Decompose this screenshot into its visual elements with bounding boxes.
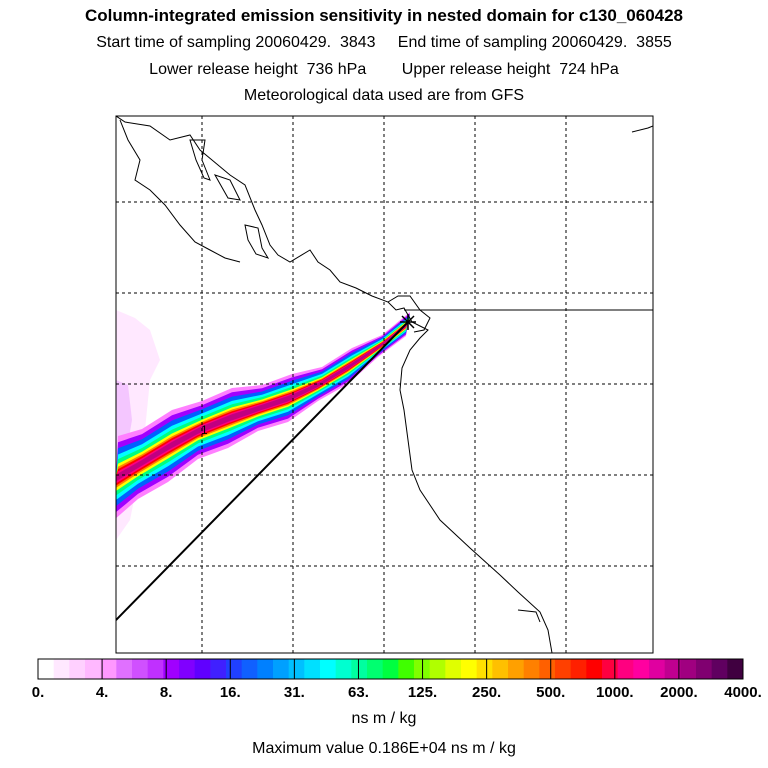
colorbar-frame bbox=[37, 658, 744, 680]
colorbar-cell bbox=[53, 659, 70, 679]
colorbar-cell bbox=[649, 659, 666, 679]
trajectory-line bbox=[116, 321, 409, 621]
sensitivity-plume bbox=[116, 312, 410, 519]
bay-outline bbox=[387, 295, 431, 333]
colorbar-tick-label: 8. bbox=[159, 684, 173, 701]
colorbar-cell bbox=[445, 659, 462, 679]
colorbar-cell bbox=[570, 659, 587, 679]
colorbar-cell bbox=[85, 659, 102, 679]
colorbar-cell bbox=[147, 659, 164, 679]
colorbar-cell bbox=[38, 659, 55, 679]
colorbar-cell bbox=[179, 659, 196, 679]
map-content bbox=[116, 116, 653, 653]
colorbar bbox=[37, 658, 744, 680]
colorbar-cell bbox=[304, 659, 321, 679]
colorbar-tick-label: 16. bbox=[219, 684, 241, 701]
colorbar-cell bbox=[664, 659, 681, 679]
colorbar-units: ns m / kg bbox=[351, 710, 417, 727]
colorbar-cell bbox=[461, 659, 478, 679]
colorbar-cell bbox=[696, 659, 713, 679]
release-point-star bbox=[400, 314, 416, 330]
colorbar-cell bbox=[711, 659, 728, 679]
colorbar-cell bbox=[367, 659, 384, 679]
colorbar-tick-label: 250. bbox=[472, 684, 502, 701]
colorbar-cell bbox=[523, 659, 540, 679]
maximum-value: Maximum value 0.186E+04 ns m / kg bbox=[252, 740, 516, 757]
colorbar-cell bbox=[116, 659, 133, 679]
colorbar-cell bbox=[335, 659, 352, 679]
upper-release-label: Upper release height bbox=[401, 61, 551, 78]
lower-release-label: Lower release height bbox=[149, 61, 298, 78]
colorbar-cell bbox=[429, 659, 446, 679]
colorbar-cell bbox=[586, 659, 603, 679]
colorbar-cell bbox=[398, 659, 415, 679]
colorbar-cell bbox=[288, 659, 305, 679]
island-outline-2 bbox=[213, 174, 241, 201]
sampling-times: Start time of sampling 20060429. 3843 En… bbox=[0, 34, 768, 52]
colorbar-cell bbox=[508, 659, 525, 679]
colorbar-cell bbox=[414, 659, 431, 679]
map-title: Column-integrated emission sensitivity i… bbox=[84, 6, 684, 25]
colorbar-cell bbox=[273, 659, 290, 679]
inland-coast bbox=[119, 119, 241, 263]
colorbar-cell bbox=[132, 659, 149, 679]
colorbar-cell bbox=[602, 659, 619, 679]
colorbar-tick-label: 1000. bbox=[596, 684, 634, 701]
colorbar-cell bbox=[492, 659, 509, 679]
start-time-value: 20060429. 3843 bbox=[255, 34, 376, 51]
colorbar-cell bbox=[680, 659, 697, 679]
colorbar-tick-label: 4000. bbox=[724, 684, 762, 701]
colorbar-cell bbox=[633, 659, 650, 679]
colorbar-tick-label: 125. bbox=[407, 684, 438, 701]
colorbar-cell bbox=[257, 659, 274, 679]
release-heights: Lower release height 736 hPa Upper relea… bbox=[0, 61, 768, 79]
colorbar-cell bbox=[210, 659, 227, 679]
colorbar-cell bbox=[539, 659, 556, 679]
island-outline-3 bbox=[244, 224, 270, 259]
colorbar-tick-label: 500. bbox=[536, 684, 566, 701]
coast-south bbox=[517, 609, 541, 623]
colorbar-cells bbox=[38, 659, 744, 679]
colorbar-tick-label: 2000. bbox=[660, 684, 698, 701]
colorbar-cell bbox=[241, 659, 258, 679]
colorbar-cell bbox=[100, 659, 117, 679]
colorbar-tick-label: 4. bbox=[95, 684, 109, 701]
colorbar-cell bbox=[555, 659, 572, 679]
plume-band bbox=[116, 320, 410, 486]
island-outline bbox=[189, 139, 211, 181]
colorbar-cell bbox=[476, 659, 493, 679]
end-time-value: 20060429. 3855 bbox=[551, 34, 672, 51]
met-data-note: Meteorological data used are from GFS bbox=[243, 87, 525, 104]
map-frame bbox=[115, 115, 654, 654]
colorbar-cell bbox=[382, 659, 399, 679]
upper-release-value: 724 hPa bbox=[559, 61, 619, 78]
end-time-label: End time of sampling bbox=[397, 34, 548, 51]
lower-release-value: 736 hPa bbox=[306, 61, 367, 78]
colorbar-cell bbox=[617, 659, 634, 679]
trajectory-marker-label: 1 bbox=[201, 423, 208, 437]
colorbar-cell bbox=[226, 659, 243, 679]
colorbar-tick-label: 63. bbox=[348, 684, 369, 701]
start-time-label: Start time of sampling bbox=[96, 34, 251, 51]
colorbar-cell bbox=[163, 659, 180, 679]
colorbar-tick-label: 31. bbox=[283, 684, 305, 701]
colorbar-cell bbox=[351, 659, 368, 679]
colorbar-cell bbox=[320, 659, 337, 679]
colorbar-cell bbox=[194, 659, 211, 679]
inlet-outline bbox=[631, 125, 653, 133]
colorbar-cell bbox=[727, 659, 744, 679]
colorbar-cell bbox=[69, 659, 86, 679]
colorbar-tick-label: 0. bbox=[31, 684, 45, 701]
